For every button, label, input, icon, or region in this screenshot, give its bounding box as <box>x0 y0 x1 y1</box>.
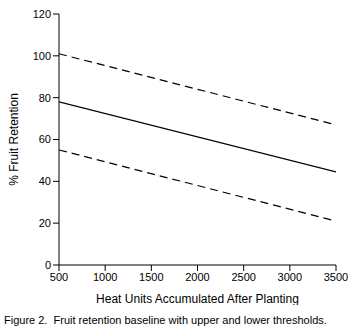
svg-text:Heat Units Accumulated After P: Heat Units Accumulated After Planting <box>96 292 299 305</box>
html-text:Figure 2. Fruit retention base: Figure 2. Fruit retention baseline with … <box>4 314 327 326</box>
svg-text:1500: 1500 <box>139 271 163 283</box>
svg-text:% Fruit Retention: % Fruit Retention <box>8 93 21 186</box>
svg-text:2000: 2000 <box>185 271 209 283</box>
svg-text:3500: 3500 <box>324 271 340 283</box>
svg-text:2500: 2500 <box>231 271 255 283</box>
svg-text:80: 80 <box>39 92 51 104</box>
svg-text:40: 40 <box>39 175 51 187</box>
svg-text:20: 20 <box>39 217 51 229</box>
svg-text:0: 0 <box>45 259 51 271</box>
svg-text:60: 60 <box>39 133 51 145</box>
svg-text:1000: 1000 <box>93 271 117 283</box>
svg-text:100: 100 <box>33 50 51 62</box>
svg-text:120: 120 <box>33 8 51 20</box>
svg-text:3000: 3000 <box>278 271 302 283</box>
svg-text:500: 500 <box>50 271 68 283</box>
